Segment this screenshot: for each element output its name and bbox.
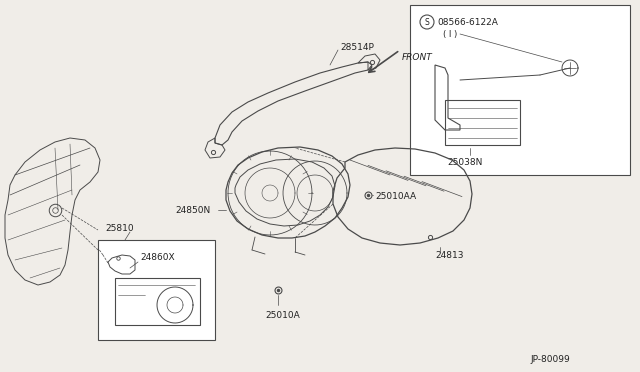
Text: 08566-6122A: 08566-6122A (437, 17, 498, 26)
Text: S: S (424, 17, 429, 26)
Text: JP-80099: JP-80099 (530, 356, 570, 365)
Text: 28514P: 28514P (340, 42, 374, 51)
Text: 25038N: 25038N (447, 157, 483, 167)
Text: 24860X: 24860X (140, 253, 175, 263)
Text: 24850N: 24850N (175, 205, 211, 215)
FancyBboxPatch shape (410, 5, 630, 175)
Text: 25010A: 25010A (265, 311, 300, 320)
Text: ( I ): ( I ) (443, 29, 457, 38)
FancyBboxPatch shape (98, 240, 215, 340)
Text: 24813: 24813 (435, 250, 463, 260)
Text: FRONT: FRONT (402, 52, 433, 61)
Text: 25810: 25810 (105, 224, 134, 232)
Text: 25010AA: 25010AA (375, 192, 416, 201)
